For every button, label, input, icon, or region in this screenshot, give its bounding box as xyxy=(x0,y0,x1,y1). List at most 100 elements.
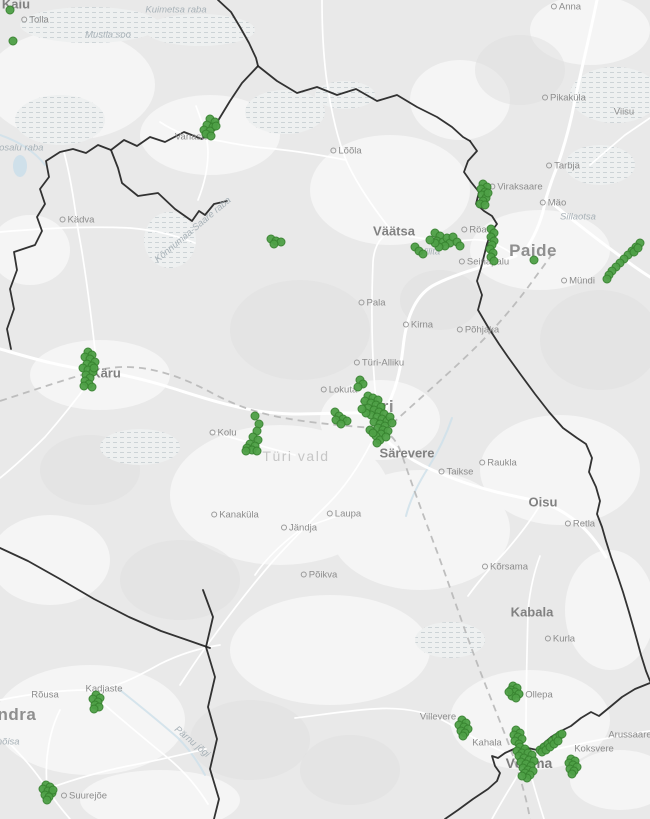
place-label-oisu: Oisu xyxy=(528,494,558,510)
place-label-villevere: Villevere xyxy=(419,711,457,723)
settlement-ring-icon xyxy=(60,792,67,799)
location-marker[interactable] xyxy=(553,736,563,746)
place-label-kolu: Kolu xyxy=(209,428,237,439)
settlement-ring-icon xyxy=(542,94,549,101)
settlement-ring-icon xyxy=(546,162,553,169)
location-marker[interactable] xyxy=(8,36,18,46)
location-marker[interactable] xyxy=(252,446,262,456)
location-marker[interactable] xyxy=(567,769,577,779)
location-marker[interactable] xyxy=(489,256,499,266)
place-label-kahala: Kahala xyxy=(472,737,502,749)
settlement-ring-icon xyxy=(330,147,337,154)
location-marker[interactable] xyxy=(480,200,490,210)
terrain-bogs xyxy=(15,7,650,658)
location-marker[interactable] xyxy=(633,243,643,253)
settlement-ring-icon xyxy=(461,226,468,233)
place-label-kanak-la: Kanaküla xyxy=(211,510,259,521)
settlement-ring-icon xyxy=(458,258,465,265)
place-label-t-ri-alliku: Türi-Alliku xyxy=(353,358,404,369)
settlement-ring-icon xyxy=(550,3,557,10)
settlement-ring-icon xyxy=(21,16,28,23)
railway-layer xyxy=(0,250,555,819)
place-label-viisu: Viisu xyxy=(613,106,635,118)
location-marker[interactable] xyxy=(368,428,378,438)
place-label-kurla: Kurla xyxy=(544,634,575,645)
location-marker[interactable] xyxy=(206,131,216,141)
place-label-tarbja: Tarbja xyxy=(546,161,580,172)
settlement-ring-icon xyxy=(539,199,546,206)
location-marker[interactable] xyxy=(372,438,382,448)
place-label-k-rsama: Kõrsama xyxy=(481,562,528,573)
water-layer xyxy=(0,134,453,776)
location-marker[interactable] xyxy=(511,693,521,703)
location-marker[interactable] xyxy=(269,239,279,249)
settlement-ring-icon xyxy=(561,277,568,284)
place-label-arussaare: Arussaare xyxy=(608,729,650,741)
location-marker[interactable] xyxy=(529,255,539,265)
location-marker[interactable] xyxy=(241,446,251,456)
settlement-ring-icon xyxy=(358,299,365,306)
settlement-ring-icon xyxy=(209,429,216,436)
place-label-p-ikva: Põikva xyxy=(300,570,337,581)
place-label-t-ri-vald: Türi vald xyxy=(262,448,330,464)
place-label-viraksaare: Viraksaare xyxy=(489,182,543,193)
settlement-ring-icon xyxy=(402,321,409,328)
place-label-p-hjaka: Põhjaka xyxy=(456,325,499,336)
location-marker[interactable] xyxy=(455,241,465,251)
location-marker[interactable] xyxy=(458,731,468,741)
place-label-kirna: Kirna xyxy=(402,320,433,331)
location-marker[interactable] xyxy=(418,249,428,259)
location-marker[interactable] xyxy=(387,418,397,428)
location-marker[interactable] xyxy=(211,121,221,131)
place-label-vanasta: Vanasta xyxy=(174,131,210,143)
place-label-vanam-isa: Vanamõisa xyxy=(0,736,20,748)
location-marker[interactable] xyxy=(48,785,58,795)
location-marker[interactable] xyxy=(425,235,435,245)
place-label-vilita: Vilita xyxy=(419,246,441,258)
place-label-sillaotsa: Sillaotsa xyxy=(560,211,596,223)
place-label-kabala: Kabala xyxy=(510,604,554,620)
location-marker[interactable] xyxy=(483,188,493,198)
location-marker[interactable] xyxy=(42,795,52,805)
place-label-l-la: Lõõla xyxy=(330,146,362,157)
place-label-mustla-soo: Mustla soo xyxy=(85,29,131,41)
location-marker[interactable] xyxy=(79,381,89,391)
settlement-ring-icon xyxy=(320,386,327,393)
settlement-ring-icon xyxy=(564,520,571,527)
place-label-kuimetsa-raba: Kuimetsa raba xyxy=(145,4,207,16)
place-label-m-ndi: Mündi xyxy=(561,276,595,287)
place-label-s-revere: Särevere xyxy=(379,445,435,461)
settlement-ring-icon xyxy=(481,563,488,570)
settlement-ring-icon xyxy=(59,216,66,223)
location-marker[interactable] xyxy=(353,382,363,392)
location-marker[interactable] xyxy=(5,5,15,15)
place-label-laupa: Laupa xyxy=(326,509,361,520)
location-marker[interactable] xyxy=(89,363,99,373)
location-marker[interactable] xyxy=(87,382,97,392)
settlement-ring-icon xyxy=(300,571,307,578)
place-label-retla: Retla xyxy=(564,519,595,530)
place-label-r-usa: Rõusa xyxy=(31,689,59,701)
place-label-pikak-la: Pikaküla xyxy=(542,93,586,104)
settlement-ring-icon xyxy=(281,524,287,531)
location-marker[interactable] xyxy=(89,704,99,714)
location-marker[interactable] xyxy=(381,432,391,442)
settlement-ring-icon xyxy=(211,511,218,518)
place-label-j-ndja: Jändja xyxy=(281,523,317,534)
place-label-v-ndra: Vändra xyxy=(0,705,37,724)
place-label-paide: Paide xyxy=(509,241,557,260)
place-label-loosalu-raba: Loosalu raba xyxy=(0,142,44,154)
place-label-k-dva: Kädva xyxy=(59,215,94,226)
settlement-ring-icon xyxy=(456,326,463,333)
location-marker[interactable] xyxy=(504,687,514,697)
location-marker[interactable] xyxy=(336,419,346,429)
place-label-anna: Anna xyxy=(550,2,581,13)
location-marker[interactable] xyxy=(357,404,367,414)
location-marker[interactable] xyxy=(602,274,612,284)
location-marker[interactable] xyxy=(517,771,527,781)
settlement-ring-icon xyxy=(479,459,486,466)
